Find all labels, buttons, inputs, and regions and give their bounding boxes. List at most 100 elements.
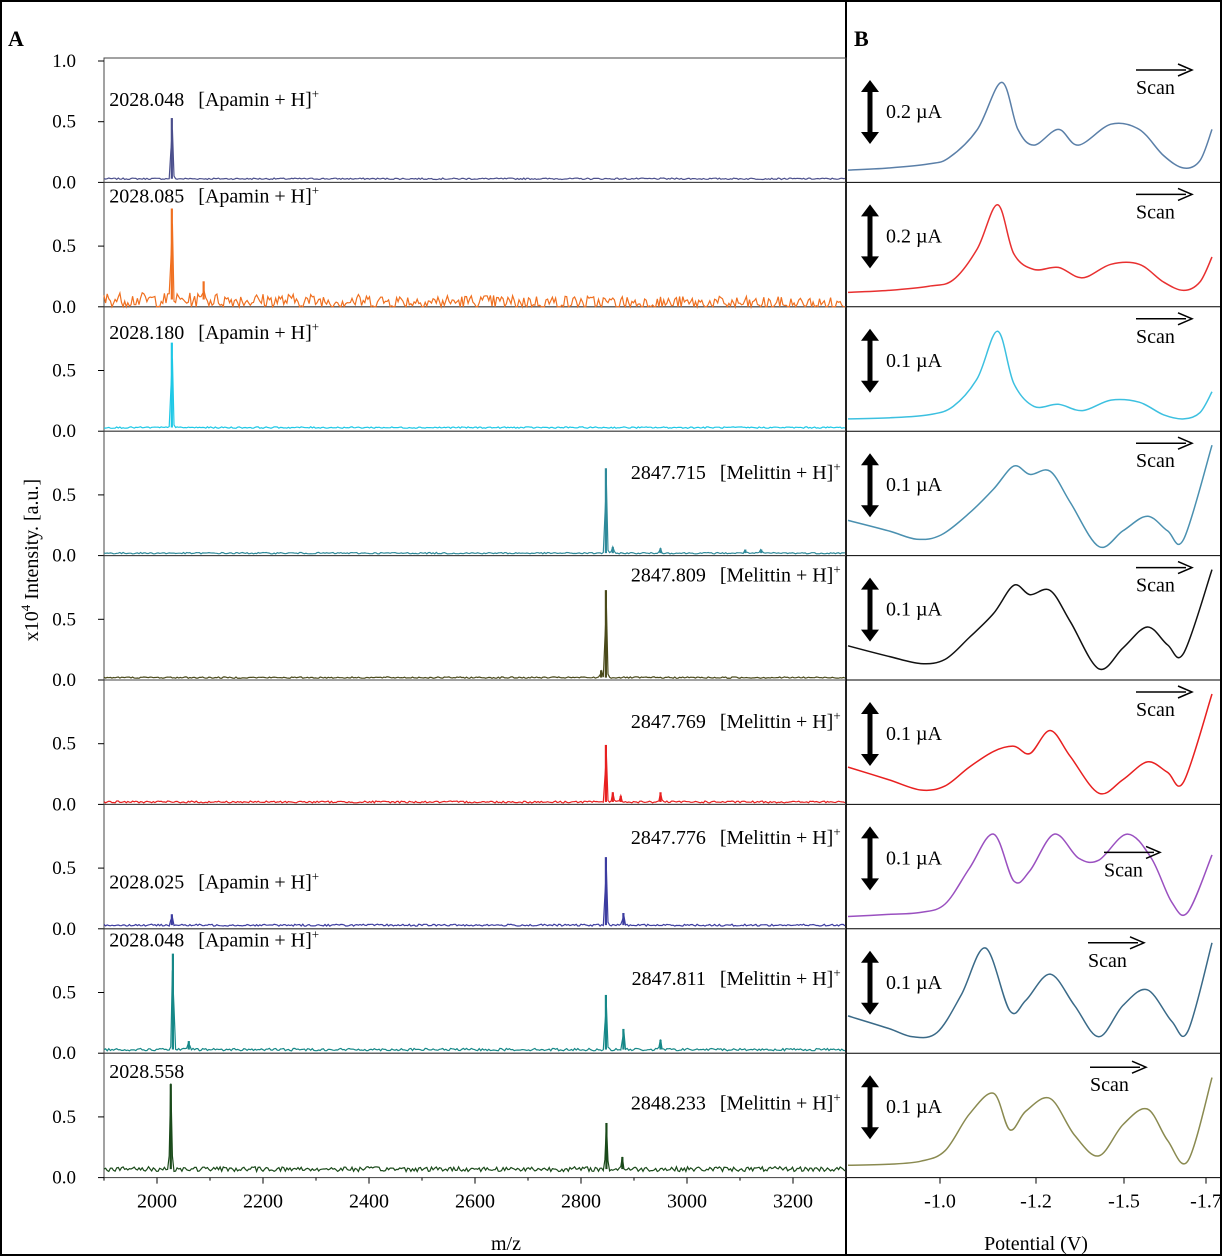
ms-spectrum-trace — [103, 1083, 846, 1174]
x-tick-label: 2400 — [349, 1191, 389, 1213]
scale-arrow-up — [861, 826, 879, 839]
peak-ion: [Melittin + H] — [720, 462, 834, 484]
peak-label: 2848.233 [Melittin + H]+ — [631, 1090, 841, 1115]
peak-mass: 2848.233 — [631, 1093, 706, 1115]
peak-ion: [Melittin + H] — [720, 711, 834, 733]
scan-arrowhead — [1177, 187, 1194, 202]
peak-ion: [Melittin + H] — [720, 1093, 834, 1115]
scan-label: Scan — [1136, 575, 1175, 597]
scale-arrow-down — [861, 1002, 879, 1015]
peak-ion: [Apamin + H] — [198, 929, 311, 951]
peak-mass: 2847.809 — [631, 565, 706, 587]
scale-label: 0.1 µA — [886, 1096, 943, 1118]
cv-x-tick-label: -1.0 — [924, 1191, 956, 1213]
panel-a-letter: A — [8, 26, 24, 51]
y-tick-label: 0.0 — [52, 546, 76, 567]
scale-arrow-down — [861, 629, 879, 642]
scan-arrowhead — [1177, 436, 1194, 450]
cv-trace — [847, 444, 1213, 549]
peak-label: 2847.715 [Melittin + H]+ — [631, 459, 841, 484]
y-axis-label-base: x10 — [21, 611, 43, 641]
panel-b-letter: B — [854, 26, 869, 51]
scale-label: 0.2 µA — [886, 101, 943, 123]
peak-ion: [Apamin + H] — [198, 322, 311, 344]
peak-mass: 2028.048 — [109, 929, 184, 951]
y-axis-label-rest: Intensity. [a.u.] — [21, 479, 43, 605]
scan-label: Scan — [1136, 699, 1175, 721]
scan-arrowhead — [1145, 845, 1162, 860]
peak-mass: 2847.769 — [631, 711, 706, 733]
scale-label: 0.1 µA — [886, 847, 943, 869]
peak-charge: + — [833, 459, 840, 474]
panel-b-x-axis-label: Potential (V) — [984, 1233, 1088, 1255]
y-tick-label: 0.0 — [52, 297, 76, 318]
y-tick-label: 0.0 — [52, 1168, 76, 1189]
y-tick-label: 0.5 — [52, 609, 76, 630]
peak-ion: [Melittin + H] — [720, 968, 834, 990]
scale-arrow-down — [861, 505, 879, 518]
peak-charge: + — [312, 319, 319, 334]
peak-mass: 2847.715 — [631, 462, 706, 484]
peak-charge: + — [312, 926, 319, 941]
scale-label: 0.2 µA — [886, 225, 943, 247]
y-axis-label-exponent: 4 — [18, 604, 33, 611]
scale-label: 0.1 µA — [886, 599, 943, 621]
scan-arrowhead — [1177, 685, 1194, 699]
scan-label: Scan — [1104, 859, 1143, 881]
panel-a-x-axis-label: m/z — [491, 1233, 521, 1255]
peak-ion: [Melittin + H] — [720, 565, 834, 587]
ms-spectrum-trace — [103, 484, 845, 555]
scan-label: Scan — [1136, 201, 1175, 223]
peak-label: 2028.085 [Apamin + H]+ — [109, 182, 319, 207]
scan-arrowhead — [1131, 1060, 1148, 1074]
y-tick-label: 0.0 — [52, 919, 76, 940]
peak-ion: [Melittin + H] — [720, 827, 834, 849]
ms-spectrum-trace — [103, 223, 845, 310]
scale-arrow-up — [861, 328, 879, 341]
scan-label: Scan — [1136, 77, 1175, 99]
scan-arrowhead — [1177, 560, 1194, 575]
peak-mass: 2847.811 — [632, 968, 706, 990]
peak-charge: + — [833, 965, 840, 980]
scale-arrow-down — [861, 256, 879, 269]
x-tick-label: 2800 — [561, 1191, 601, 1213]
ms-spectrum-trace — [103, 869, 846, 927]
y-tick-label: 0.5 — [52, 485, 76, 506]
peak-charge: + — [833, 1090, 840, 1105]
y-tick-label: 1.0 — [52, 51, 76, 72]
ms-spectrum-trace — [103, 129, 845, 181]
scale-arrow-down — [861, 1127, 879, 1140]
scale-arrow-up — [861, 453, 879, 466]
peak-label: 2847.769 [Melittin + H]+ — [631, 708, 841, 733]
scan-label: Scan — [1136, 326, 1175, 348]
scale-arrow-up — [861, 1075, 879, 1088]
y-tick-label: 0.5 — [52, 734, 76, 755]
peak-mass: 2847.776 — [631, 827, 706, 849]
y-tick-label: 0.0 — [52, 670, 76, 691]
scan-arrowhead — [1177, 63, 1194, 77]
y-tick-label: 0.5 — [52, 1107, 76, 1128]
peak-label: 2028.048 [Apamin + H]+ — [109, 926, 319, 951]
peak-label: 2028.025 [Apamin + H]+ — [109, 869, 319, 894]
x-tick-label: 3200 — [773, 1191, 813, 1213]
scale-arrow-down — [861, 132, 879, 144]
scale-label: 0.1 µA — [886, 972, 943, 994]
voltammogram-panel: 0.2 µA Scan 0.2 µA Scan 0.1 µA Scan 0.1 µA Scan… — [846, 63, 1222, 1213]
peak-label: 2028.180 [Apamin + H]+ — [109, 319, 319, 344]
scale-arrow-up — [861, 204, 879, 217]
peak-charge: + — [312, 86, 319, 101]
peak-label: 2847.811 [Melittin + H]+ — [632, 965, 841, 990]
ms-spectrum-trace — [103, 606, 846, 680]
scale-arrow-down — [861, 878, 879, 891]
x-tick-label: 2000 — [137, 1191, 177, 1213]
peak-mass: 2028.085 — [109, 185, 184, 207]
scale-arrow-down — [861, 754, 879, 766]
cv-trace — [847, 942, 1213, 1039]
y-tick-label: 0.0 — [52, 1043, 76, 1064]
peak-label: 2847.809 [Melittin + H]+ — [631, 562, 841, 587]
scan-arrowhead — [1129, 936, 1146, 950]
scale-label: 0.1 µA — [886, 350, 943, 372]
peak-mass: 2028.048 — [109, 89, 184, 111]
scale-arrow-up — [861, 577, 879, 590]
